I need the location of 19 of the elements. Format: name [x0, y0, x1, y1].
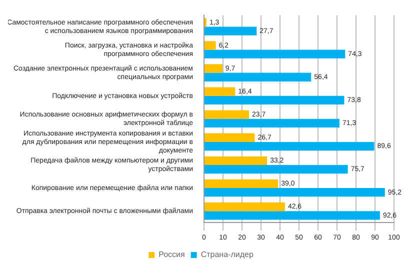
- bar: [204, 164, 348, 174]
- bar: [204, 156, 268, 165]
- bar: [204, 118, 340, 128]
- bar: [204, 133, 255, 142]
- bar: [204, 110, 250, 119]
- bar: [204, 188, 385, 197]
- legend-label: Страна-лидер: [200, 250, 254, 260]
- bar: [204, 64, 222, 73]
- bar: [204, 211, 380, 220]
- bar: [204, 179, 278, 188]
- bar: [204, 96, 344, 104]
- bar: [204, 87, 236, 96]
- legend-label: Россия: [158, 250, 185, 260]
- bar: [204, 142, 374, 151]
- bar: [204, 26, 257, 36]
- bar: [204, 202, 285, 212]
- bar: [204, 72, 312, 82]
- bar: [204, 41, 216, 50]
- bar: [204, 50, 346, 58]
